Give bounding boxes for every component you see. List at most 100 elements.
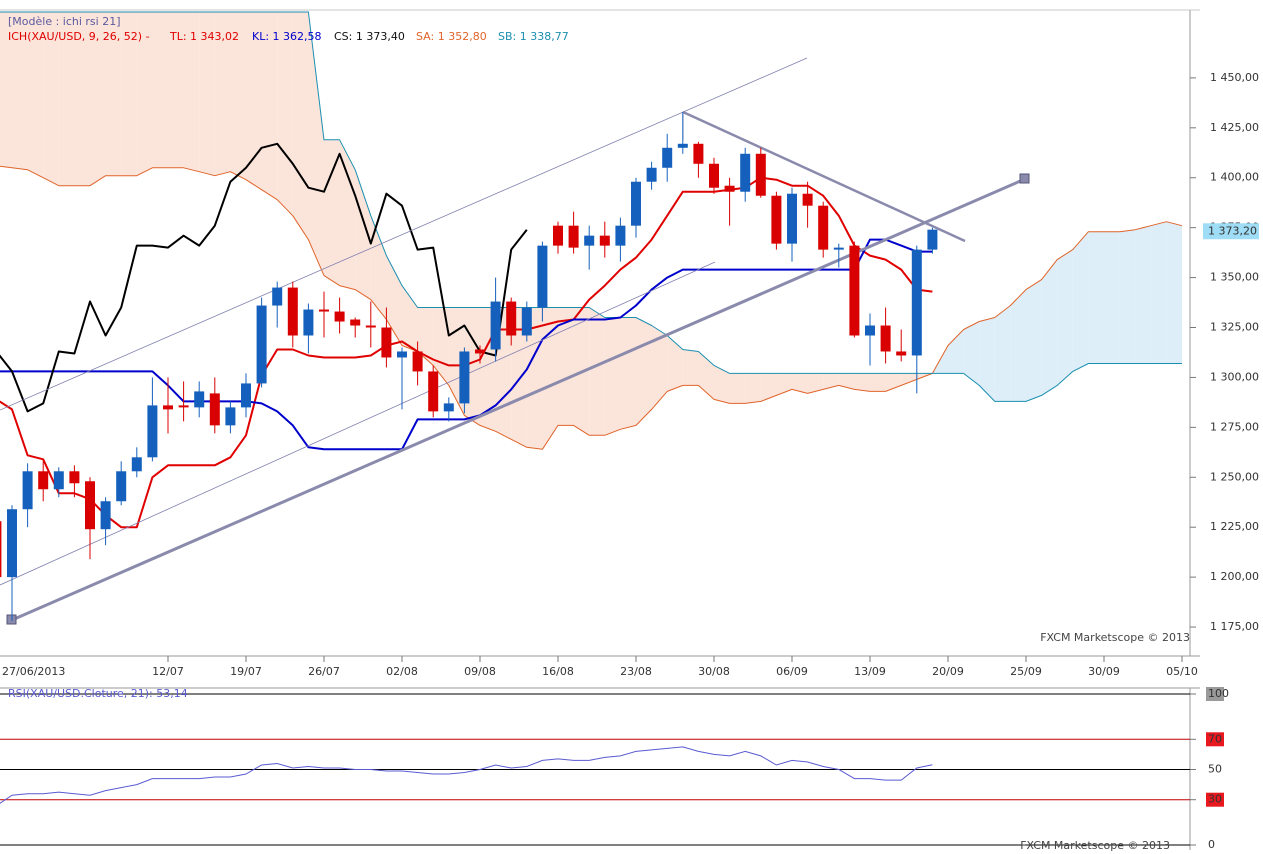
candle-body <box>69 471 80 484</box>
cloud-segment <box>651 325 668 410</box>
candle-body <box>53 471 64 490</box>
y-tick-label: 1 275,00 <box>1210 420 1259 433</box>
x-tick-label: 30/08 <box>698 665 730 678</box>
candle-body <box>927 229 938 250</box>
indicator-line <box>0 142 528 413</box>
rsi-line <box>0 746 933 804</box>
candle-body <box>693 143 704 164</box>
y-tick-label: 1 425,00 <box>1210 121 1259 134</box>
cloud-segment <box>511 307 527 448</box>
cloud-segment <box>979 317 995 402</box>
y-tick-label: 30 <box>1208 793 1222 806</box>
x-tick-label: 19/07 <box>230 665 262 678</box>
candle-body <box>802 193 813 206</box>
cloud-segment <box>74 11 90 186</box>
cloud-segment <box>58 11 75 186</box>
cloud-segment <box>277 11 293 216</box>
indicator-line <box>0 11 1182 402</box>
candle-body <box>709 163 719 188</box>
x-tick-label: 30/09 <box>1088 665 1120 678</box>
candle-body <box>506 301 517 336</box>
x-tick-label: 02/08 <box>386 665 418 678</box>
indicator-readout: TL: 1 343,02 <box>169 30 239 43</box>
candle-body <box>755 153 766 196</box>
watermark: FXCM Marketscope © 2013 <box>1020 839 1170 852</box>
indicator-line <box>0 238 933 451</box>
cloud-segment <box>745 373 761 404</box>
cloud-segment <box>963 321 980 386</box>
cloud-segment <box>12 11 28 170</box>
candle-body <box>209 393 220 426</box>
cloud-segment <box>792 373 808 394</box>
candle-body <box>412 351 423 372</box>
candle-body <box>116 471 127 502</box>
y-tick-label: 1 350,00 <box>1210 271 1259 284</box>
cloud-segment <box>698 351 714 400</box>
candles <box>0 111 938 622</box>
cloud-segment <box>292 11 309 240</box>
x-tick-label: 09/08 <box>464 665 496 678</box>
cloud-segment <box>526 307 543 450</box>
x-tick-label: 25/09 <box>1010 665 1042 678</box>
rsi-panel <box>0 693 1190 846</box>
cloud-segment <box>636 317 652 426</box>
candle-body <box>241 383 251 408</box>
cloud-segment <box>1150 221 1167 364</box>
cloud-segment <box>90 11 106 186</box>
cloud-segment <box>838 373 855 390</box>
candle-body <box>100 501 111 530</box>
watermark: FXCM Marketscope © 2013 <box>1040 631 1190 644</box>
indicator-readout: CS: 1 373,40 <box>334 30 405 43</box>
candle-body <box>225 407 236 426</box>
candle-body <box>334 311 345 322</box>
candle-body <box>22 471 33 510</box>
cloud-segment <box>1010 289 1026 402</box>
cloud-segment <box>589 307 605 436</box>
candle-body <box>880 325 891 352</box>
candle-body <box>256 305 267 384</box>
cloud-segment <box>807 373 824 394</box>
cloud-segment <box>230 11 246 180</box>
candle-body <box>7 509 17 578</box>
channel-upper <box>0 57 808 411</box>
cloud-segment <box>870 373 886 392</box>
cloud-segment <box>542 307 558 450</box>
cloud-segment <box>308 11 324 276</box>
indicator-readout: KL: 1 362,58 <box>252 30 322 43</box>
cloud-segment <box>823 373 839 390</box>
cloud-segment <box>0 11 12 168</box>
candle-body <box>615 225 626 246</box>
channel-lower <box>0 261 716 586</box>
candle-body <box>381 327 392 358</box>
x-tick-label: 23/08 <box>620 665 652 678</box>
cloud-segment <box>729 373 746 404</box>
indicator-readout: SA: 1 352,80 <box>416 30 487 43</box>
y-tick-label: 0 <box>1208 838 1215 851</box>
candle-body <box>662 147 673 168</box>
candle-body <box>287 287 298 336</box>
y-tick-label: 70 <box>1208 732 1222 745</box>
cloud-segment <box>183 11 200 172</box>
cloud-segment <box>105 11 122 176</box>
candle-body <box>818 205 829 250</box>
candle-body <box>677 143 688 148</box>
x-tick-label: 26/07 <box>308 665 340 678</box>
last-price-box <box>1203 223 1259 240</box>
cloud-segment <box>1026 279 1042 402</box>
tick-label-bg <box>1206 732 1224 747</box>
x-tick-label: 12/07 <box>152 665 184 678</box>
cloud-segment <box>760 373 777 402</box>
candle-body <box>147 405 158 458</box>
cloud-segment <box>417 307 434 366</box>
candle-body <box>272 287 283 306</box>
trend-handle <box>1019 173 1030 184</box>
y-tick-label: 1 225,00 <box>1210 520 1259 533</box>
candle-body <box>787 193 797 244</box>
candle-body <box>771 195 782 244</box>
candle-body <box>163 405 173 410</box>
x-tick-label: 06/09 <box>776 665 808 678</box>
cloud-segment <box>214 11 231 176</box>
indicator-readout: SB: 1 338,77 <box>498 30 569 43</box>
tick-label-bg <box>1206 687 1224 701</box>
